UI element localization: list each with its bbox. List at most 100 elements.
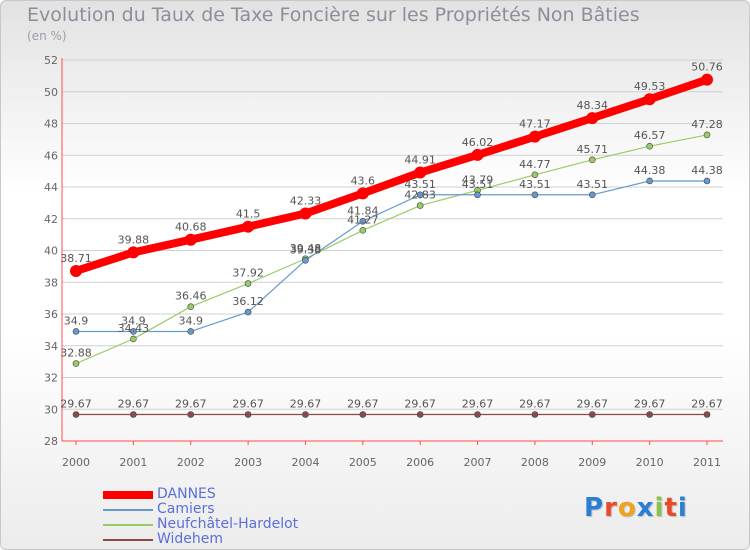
data-label: 44.38 (691, 164, 723, 177)
data-point (643, 93, 656, 106)
data-point (244, 280, 252, 287)
y-tick-label: 48 (44, 118, 58, 131)
legend-item: Widehem (103, 532, 298, 547)
data-label: 42.33 (290, 195, 322, 208)
legend-label: DANNES (157, 486, 216, 502)
legend-swatch (103, 490, 153, 499)
x-tick-label: 2000 (62, 456, 90, 469)
data-label: 46.02 (462, 136, 494, 149)
data-label: 42.83 (404, 189, 436, 202)
data-label: 36.12 (232, 295, 264, 308)
logo-letter: r (604, 493, 618, 523)
data-point (416, 191, 424, 199)
y-tick-label: 38 (44, 276, 58, 289)
y-tick-label: 42 (44, 213, 58, 226)
y-tick-label: 28 (44, 435, 58, 448)
data-label: 29.67 (577, 397, 609, 410)
data-point (359, 411, 367, 418)
data-label: 39.48 (290, 242, 322, 255)
legend-item: DANNES (103, 487, 298, 502)
data-point (130, 335, 137, 343)
legend-swatch (103, 538, 153, 541)
y-tick-label: 40 (44, 245, 58, 258)
data-label: 49.53 (634, 80, 666, 93)
legend-swatch (103, 508, 153, 511)
data-label: 50.76 (691, 61, 723, 74)
data-point (646, 142, 653, 150)
data-point (242, 220, 255, 233)
data-label: 34.9 (178, 314, 203, 327)
y-tick-label: 30 (44, 403, 58, 416)
data-label: 29.67 (347, 397, 379, 410)
data-point (646, 411, 653, 418)
data-label: 29.67 (462, 397, 494, 410)
data-label: 43.51 (462, 178, 494, 191)
data-label: 41.5 (236, 208, 261, 221)
data-label: 43.51 (519, 178, 551, 191)
x-tick-label: 2003 (234, 456, 262, 469)
data-label: 37.92 (232, 267, 264, 280)
x-tick-label: 2004 (291, 456, 319, 469)
x-tick-label: 2002 (177, 456, 205, 469)
data-label: 29.67 (118, 397, 150, 410)
data-point (244, 308, 252, 316)
data-label: 29.67 (290, 397, 322, 410)
data-point (646, 177, 653, 185)
data-label: 34.9 (121, 314, 146, 327)
x-tick-label: 2007 (464, 456, 492, 469)
data-label: 47.17 (519, 118, 551, 131)
data-point (302, 411, 309, 418)
data-point (528, 130, 541, 143)
data-label: 44.38 (634, 164, 666, 177)
y-tick-label: 44 (44, 181, 58, 194)
data-label: 39.88 (118, 233, 150, 246)
y-tick-label: 46 (44, 149, 58, 162)
y-tick-label: 52 (44, 54, 58, 67)
data-label: 29.67 (691, 397, 723, 410)
legend-item: Neufchâtel-Hardelot (103, 517, 298, 532)
data-point (474, 191, 481, 199)
data-label: 29.67 (404, 397, 436, 410)
data-point (359, 227, 367, 234)
data-point (588, 156, 596, 164)
series-line-1 (76, 180, 707, 333)
data-label: 38.71 (60, 252, 92, 265)
data-label: 29.67 (232, 397, 264, 410)
y-tick-label: 32 (44, 372, 58, 385)
data-point (359, 217, 367, 225)
chart-title: Evolution du Taux de Taxe Foncière sur l… (27, 4, 640, 26)
data-label: 40.68 (175, 221, 207, 234)
data-label: 47.28 (691, 118, 723, 131)
data-label: 34.43 (118, 322, 150, 335)
data-point (70, 264, 82, 277)
data-point (414, 166, 427, 179)
data-label: 32.88 (60, 347, 92, 360)
data-label: 46.57 (634, 129, 666, 142)
data-point (72, 328, 80, 335)
data-point (588, 191, 596, 199)
data-label: 44.77 (519, 158, 551, 171)
data-point (416, 202, 424, 209)
y-tick-label: 36 (44, 308, 58, 321)
y-tick-label: 50 (44, 86, 58, 99)
data-point (187, 328, 195, 335)
data-label: 43.51 (577, 178, 609, 191)
data-point (531, 171, 539, 179)
legend-label: Widehem (157, 531, 224, 547)
x-tick-label: 2001 (119, 456, 147, 469)
x-tick-label: 2010 (636, 456, 664, 469)
legend-label: Camiers (157, 501, 215, 517)
data-label: 44.91 (404, 154, 436, 167)
data-point (703, 411, 711, 418)
data-label: 45.71 (577, 143, 609, 156)
legend-swatch (103, 523, 153, 526)
data-point (586, 112, 599, 125)
data-point (588, 411, 596, 418)
data-point (299, 207, 312, 220)
data-point (130, 328, 137, 335)
series-line-0 (74, 75, 709, 275)
logo-letter: x (636, 493, 655, 523)
x-tick-label: 2005 (349, 456, 377, 469)
